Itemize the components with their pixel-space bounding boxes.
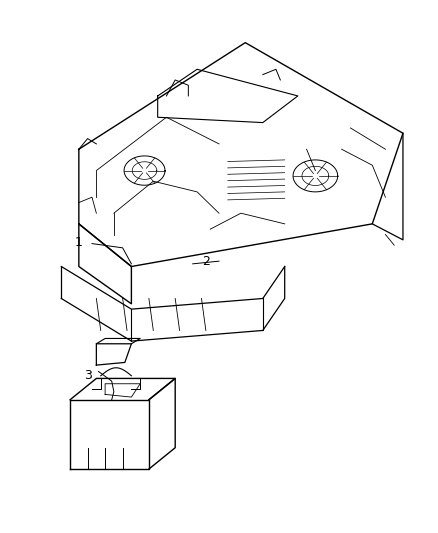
Text: 3: 3 <box>84 369 92 382</box>
Text: 2: 2 <box>202 255 210 268</box>
Text: 1: 1 <box>75 236 83 249</box>
